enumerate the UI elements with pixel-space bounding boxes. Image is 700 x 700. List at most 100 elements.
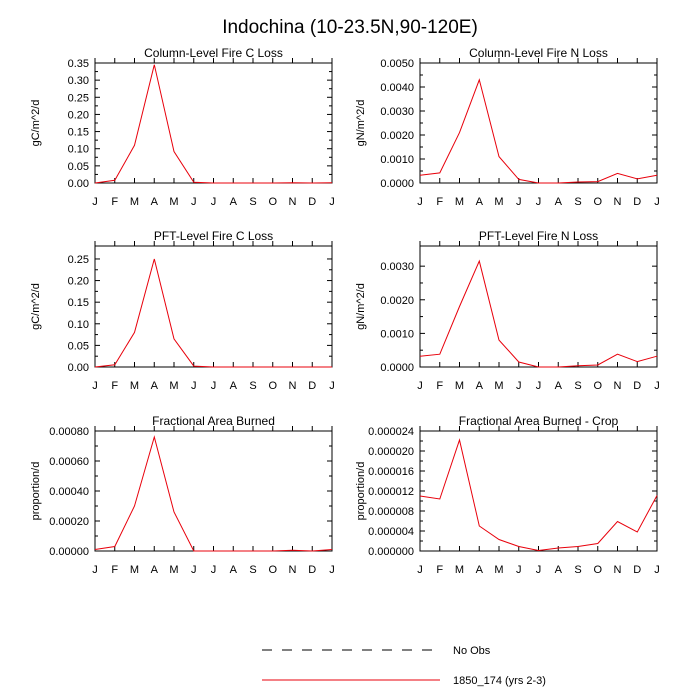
x-tick-label: S: [574, 380, 581, 392]
x-tick-label: A: [151, 380, 159, 392]
x-tick-label: J: [417, 380, 423, 392]
x-tick-label: F: [436, 564, 443, 576]
x-tick-label: M: [169, 564, 178, 576]
x-tick-label: J: [654, 196, 660, 208]
x-tick-label: N: [614, 564, 622, 576]
series-line: [419, 438, 658, 552]
y-tick-label: 0.30: [68, 75, 89, 87]
y-tick-label: 0.00000: [49, 546, 89, 558]
chart-panel-1: Column-Level Fire C Loss gC/m^2/d 0.00 0.05…: [30, 46, 335, 208]
y-tick-label: 0.20: [68, 109, 89, 121]
y-tick-label: 0.000020: [368, 446, 414, 458]
x-tick-label: M: [169, 380, 178, 392]
x-tick-label: A: [230, 564, 238, 576]
chart-panel-2: Column-Level Fire N Loss gN/m^2/d 0.0000 0.…: [355, 46, 660, 208]
x-tick-label: J: [191, 196, 197, 208]
y-axis-label: gC/m^2/d: [30, 283, 42, 330]
y-tick-label: 0.0030: [380, 106, 414, 118]
x-tick-label: J: [536, 196, 542, 208]
x-tick-label: F: [111, 380, 118, 392]
y-tick-label: 0.20: [68, 276, 89, 288]
x-tick-label: F: [111, 564, 118, 576]
x-tick-label: A: [151, 564, 159, 576]
y-axis-label: gN/m^2/d: [355, 283, 367, 330]
x-tick-label: J: [211, 380, 217, 392]
y-tick-label: 0.0010: [380, 328, 414, 340]
figure-title: Indochina (10-23.5N,90-120E): [222, 17, 478, 38]
y-tick-label: 0.0050: [380, 58, 414, 70]
y-tick-label: 0.000008: [368, 506, 414, 518]
x-tick-label: J: [536, 564, 542, 576]
series-line: [419, 78, 658, 184]
panel-title: Column-Level Fire C Loss: [144, 46, 283, 60]
y-tick-label: 0.25: [68, 254, 89, 266]
panel-title: Fractional Area Burned: [152, 414, 275, 428]
chart-panel-6: Fractional Area Burned - Crop proportion/…: [355, 414, 660, 576]
x-tick-label: O: [268, 196, 277, 208]
x-tick-label: S: [249, 564, 256, 576]
x-tick-label: M: [494, 196, 503, 208]
y-tick-label: 0.0020: [380, 295, 414, 307]
y-axis-label: proportion/d: [355, 462, 367, 521]
y-tick-label: 0.15: [68, 297, 89, 309]
x-tick-label: O: [593, 196, 602, 208]
y-tick-label: 0.0000: [380, 178, 414, 190]
x-tick-label: J: [654, 564, 660, 576]
plot-frame: [419, 245, 658, 368]
y-tick-label: 0.00040: [49, 486, 89, 498]
x-tick-label: J: [516, 380, 522, 392]
chart-panel-5: Fractional Area Burned proportion/d 0.0000…: [30, 414, 335, 576]
x-tick-label: J: [92, 380, 98, 392]
x-tick-label: F: [436, 196, 443, 208]
x-tick-label: J: [516, 564, 522, 576]
series-line: [94, 435, 333, 552]
y-tick-label: 0.05: [68, 340, 89, 352]
x-tick-label: J: [329, 564, 335, 576]
x-tick-label: A: [555, 564, 563, 576]
x-tick-label: M: [494, 380, 503, 392]
x-tick-label: J: [329, 196, 335, 208]
y-tick-label: 0.10: [68, 144, 89, 156]
x-tick-label: D: [633, 380, 641, 392]
y-tick-label: 0.000012: [368, 486, 414, 498]
x-tick-label: A: [476, 380, 484, 392]
x-tick-label: A: [555, 196, 563, 208]
x-tick-label: D: [633, 564, 641, 576]
x-tick-label: N: [289, 196, 297, 208]
y-tick-label: 0.35: [68, 58, 89, 70]
panel-title: Column-Level Fire N Loss: [469, 46, 608, 60]
x-tick-label: J: [191, 380, 197, 392]
x-tick-label: N: [614, 380, 622, 392]
panel-title: Fractional Area Burned - Crop: [459, 414, 619, 428]
y-tick-label: 0.00: [68, 178, 89, 190]
panel-title: PFT-Level Fire N Loss: [479, 229, 598, 243]
x-tick-label: S: [249, 196, 256, 208]
x-tick-label: A: [151, 196, 159, 208]
x-tick-label: M: [455, 196, 464, 208]
y-tick-label: 0.05: [68, 161, 89, 173]
x-tick-label: J: [211, 196, 217, 208]
x-tick-label: J: [92, 196, 98, 208]
plot-frame: [94, 62, 333, 184]
y-tick-label: 0.000016: [368, 466, 414, 478]
y-tick-label: 0.25: [68, 92, 89, 104]
plot-frame: [419, 62, 658, 184]
chart-panel-4: PFT-Level Fire N Loss gN/m^2/d 0.0000 0.001…: [355, 229, 660, 392]
series-line: [419, 259, 658, 368]
x-tick-label: S: [574, 196, 581, 208]
x-tick-label: M: [130, 380, 139, 392]
plot-frame: [94, 245, 333, 368]
y-tick-label: 0.000024: [368, 426, 414, 438]
x-tick-label: O: [268, 380, 277, 392]
y-tick-label: 0.0010: [380, 154, 414, 166]
x-tick-label: D: [308, 564, 316, 576]
legend: No Obs 1850_174 (yrs 2-3): [262, 645, 546, 687]
y-axis-label: proportion/d: [30, 462, 42, 521]
y-axis-label: gC/m^2/d: [30, 100, 42, 147]
y-tick-label: 0.000004: [368, 526, 414, 538]
series-line: [94, 64, 333, 184]
y-tick-label: 0.000000: [368, 546, 414, 558]
y-tick-label: 0.0020: [380, 130, 414, 142]
x-tick-label: D: [308, 380, 316, 392]
